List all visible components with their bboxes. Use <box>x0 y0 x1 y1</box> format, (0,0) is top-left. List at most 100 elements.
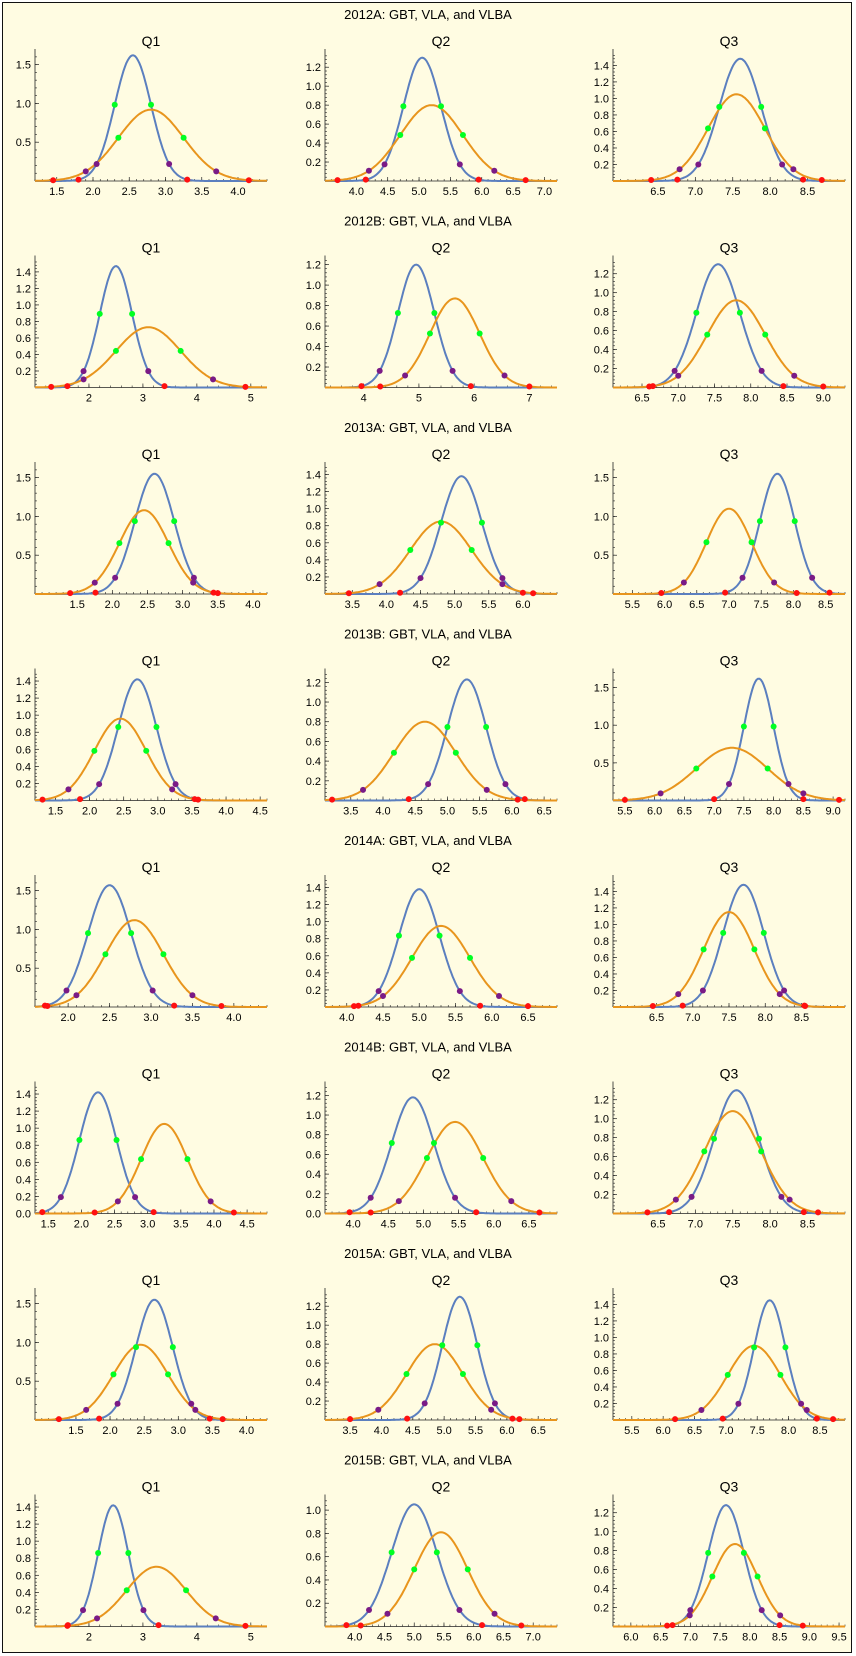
quantile-marker <box>761 125 768 132</box>
quantile-marker <box>699 987 706 994</box>
panel-title: Q2 <box>432 33 451 49</box>
x-tick-label: 5 <box>416 393 422 405</box>
x-tick-label: 7.5 <box>725 1219 740 1231</box>
quantile-marker <box>464 1566 471 1573</box>
x-tick-label: 3.5 <box>342 1425 357 1437</box>
quantile-marker <box>190 579 197 586</box>
quantile-marker <box>439 1342 446 1349</box>
y-tick-label: 0.2 <box>16 1604 31 1616</box>
panel-title: Q1 <box>142 446 161 462</box>
quantile-marker <box>172 781 179 788</box>
quantile-marker <box>456 161 463 168</box>
x-tick-label: 1.5 <box>41 1219 56 1231</box>
quantile-marker <box>367 1194 374 1201</box>
quantile-marker <box>80 1607 87 1614</box>
quantile-marker <box>207 1198 214 1205</box>
y-tick-label: 0.8 <box>306 1528 321 1540</box>
quantile-marker <box>686 1612 693 1619</box>
quantile-marker <box>397 131 404 138</box>
quantile-marker <box>397 589 404 596</box>
quantile-marker <box>64 1622 71 1629</box>
y-tick-label: 1.0 <box>16 300 31 312</box>
quantile-marker <box>444 724 451 731</box>
quantile-marker <box>430 1140 437 1147</box>
x-tick-label: 7.0 <box>537 186 552 198</box>
x-tick-label: 4.0 <box>218 806 233 818</box>
x-tick-label: 6.5 <box>677 806 692 818</box>
quantile-marker <box>110 1371 117 1378</box>
x-tick-label: 2.5 <box>137 1425 152 1437</box>
y-tick-label: 0.8 <box>16 727 31 739</box>
y-tick-label: 0.8 <box>594 1349 609 1361</box>
y-tick-label: 1.0 <box>16 1536 31 1548</box>
panel-q2: Q2 3.5 4.0 4.5 5.0 5.5 6.0 6.5 0.2 0.4 0.6 0.8 1.0 1.… <box>306 1272 558 1437</box>
quantile-marker <box>491 1610 498 1617</box>
quantile-marker <box>169 1344 176 1351</box>
quantile-marker <box>826 589 833 596</box>
quantile-marker <box>402 372 409 379</box>
x-tick-label: 5.5 <box>443 186 458 198</box>
quantile-marker <box>96 310 103 317</box>
y-tick-label: 1.2 <box>306 1090 321 1102</box>
y-tick-label: 0.0 <box>16 1209 31 1221</box>
quantile-marker <box>131 518 138 525</box>
quantile-marker <box>115 134 122 141</box>
x-tick-label: 5.0 <box>411 186 426 198</box>
y-tick-label: 0.2 <box>306 572 321 584</box>
x-tick-label: 2.5 <box>107 1219 122 1231</box>
x-tick-label: 5.0 <box>412 1012 427 1024</box>
y-tick-label: 0.4 <box>594 143 609 155</box>
panel-title: Q2 <box>432 1272 451 1288</box>
x-tick-label: 2.5 <box>122 186 137 198</box>
x-tick-label: 2.5 <box>102 1012 117 1024</box>
orange-curve <box>325 1343 557 1421</box>
y-tick-label: 1.0 <box>594 919 609 931</box>
quantile-marker <box>113 1137 120 1144</box>
quantile-marker <box>522 177 529 184</box>
panel-title: Q3 <box>720 653 739 669</box>
quantile-marker <box>219 1416 226 1423</box>
y-tick-label: 1.0 <box>306 917 321 929</box>
quantile-marker <box>395 1198 402 1205</box>
y-tick-label: 1.0 <box>594 1114 609 1126</box>
quantile-marker <box>735 1400 742 1407</box>
blue-curve <box>35 678 267 802</box>
x-tick-label: 4.0 <box>375 806 390 818</box>
quantile-marker <box>724 1371 731 1378</box>
y-tick-label: 1.0 <box>594 511 609 523</box>
quantile-marker <box>411 1566 418 1573</box>
y-tick-label: 0.4 <box>306 555 321 567</box>
quantile-marker <box>758 1148 765 1155</box>
quantile-marker <box>798 1400 805 1407</box>
quantile-marker <box>192 1406 199 1413</box>
quantile-marker <box>693 765 700 772</box>
quantile-marker <box>423 1154 430 1161</box>
quantile-marker <box>148 101 154 108</box>
quantile-marker <box>183 1587 190 1594</box>
section-title: 2012A: GBT, VLA, and VLBA <box>344 7 512 22</box>
x-tick-label: 7.0 <box>688 1219 703 1231</box>
x-tick-label: 1.5 <box>48 806 63 818</box>
quantile-marker <box>48 383 55 390</box>
quantile-marker <box>212 1615 219 1622</box>
y-tick-label: 0.5 <box>16 963 31 975</box>
blue-curve <box>325 56 557 182</box>
quantile-marker <box>701 1148 708 1155</box>
y-tick-label: 0.0 <box>306 1209 321 1221</box>
quantile-marker <box>704 331 711 338</box>
quantile-marker <box>499 575 506 582</box>
x-tick-label: 8.0 <box>766 806 781 818</box>
quantile-marker <box>384 1610 391 1617</box>
quantile-marker <box>123 1587 130 1594</box>
section-2: 2012B: GBT, VLA, and VLBA Q1 2 3 4 5 0.2 0.4 0.6… <box>16 214 846 405</box>
x-tick-label: 4 <box>194 1632 200 1644</box>
quantile-marker <box>815 1209 822 1216</box>
x-tick-label: 6.0 <box>623 1632 638 1644</box>
orange-curve <box>613 507 845 595</box>
quantile-marker <box>171 518 178 525</box>
x-tick-label: 8.0 <box>758 1012 773 1024</box>
x-tick-label: 6.5 <box>496 1632 511 1644</box>
x-tick-label: 3 <box>140 393 146 405</box>
quantile-marker <box>404 1415 411 1422</box>
y-tick-label: 0.6 <box>16 1157 31 1169</box>
